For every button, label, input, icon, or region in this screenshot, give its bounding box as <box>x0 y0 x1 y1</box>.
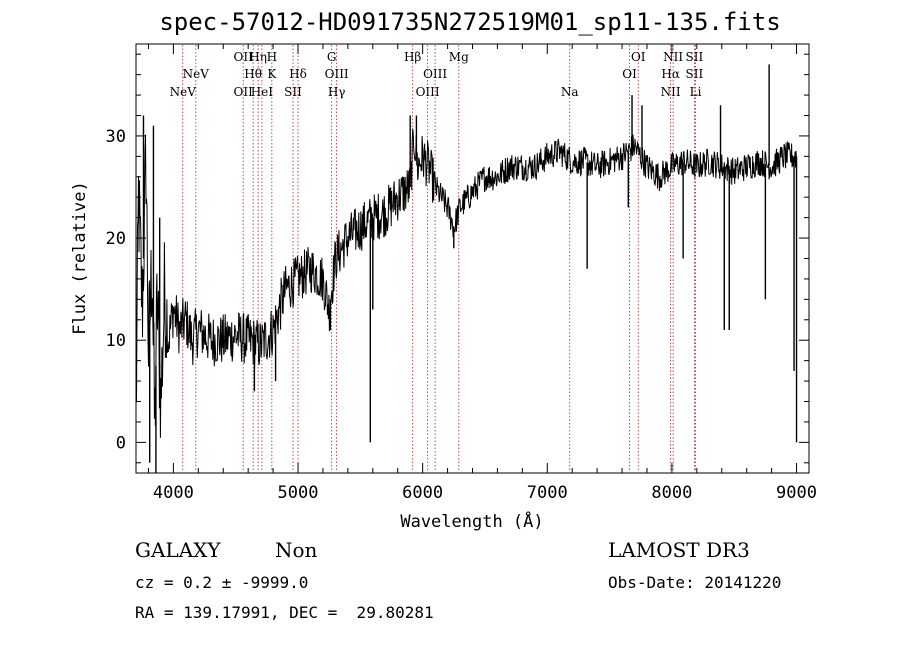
line-label: Hη <box>249 50 267 64</box>
line-label: OII <box>234 50 254 64</box>
x-tick-label: 9000 <box>776 483 817 503</box>
line-label: K <box>267 67 277 81</box>
y-tick-label: 30 <box>106 127 126 147</box>
line-label: Hγ <box>328 85 346 99</box>
x-axis-label: Wavelength (Å) <box>400 510 543 532</box>
emission-line-labels: NeVNeVOIIOIIHθHηHeIKHSIIHδGOIIIHγHβOIIIO… <box>170 50 704 99</box>
line-label: H <box>267 50 277 64</box>
x-tick-label: 4000 <box>153 483 194 503</box>
x-tick-label: 7000 <box>527 483 568 503</box>
line-label: NII <box>663 50 683 64</box>
line-label: Hα <box>661 67 680 81</box>
y-axis-label: Flux (relative) <box>70 181 90 335</box>
line-label: OII <box>234 85 254 99</box>
line-label: OIII <box>325 67 349 81</box>
line-label: Na <box>561 85 579 99</box>
line-label: OI <box>622 67 637 81</box>
observation-date: Obs-Date: 20141220 <box>608 573 782 592</box>
line-label: Hδ <box>289 67 307 81</box>
spectrum-spikes <box>142 64 798 473</box>
line-label: SII <box>284 85 302 99</box>
redshift-readout: cz = 0.2 ± -9999.0 <box>135 573 309 592</box>
line-label: Li <box>690 85 702 99</box>
x-tick-label: 6000 <box>402 483 443 503</box>
coordinates-readout: RA = 139.17991, DEC = 29.80281 <box>135 603 434 622</box>
object-subclass: Non <box>275 538 318 562</box>
line-label: Hθ <box>244 67 262 81</box>
y-tick-label: 20 <box>106 229 126 249</box>
emission-line-markers <box>182 45 696 472</box>
x-axis: 4000 5000 6000 7000 8000 9000 <box>147 44 817 503</box>
line-label: HeI <box>251 85 274 99</box>
line-label: Mg <box>449 50 469 64</box>
line-label: NeV <box>183 67 210 81</box>
chart-title: spec-57012-HD091735N272519M01_sp11-135.f… <box>159 8 780 36</box>
line-label: Hβ <box>404 50 421 64</box>
y-tick-label: 0 <box>116 433 126 453</box>
object-class: GALAXY <box>135 538 221 562</box>
y-axis: 0 10 20 30 <box>106 53 809 464</box>
plot-frame <box>135 43 810 474</box>
x-tick-label: 5000 <box>278 483 319 503</box>
line-label: OIII <box>416 85 440 99</box>
line-label: OI <box>631 50 646 64</box>
line-label: NeV <box>170 85 197 99</box>
line-label: OIII <box>423 67 447 81</box>
survey-name: LAMOST DR3 <box>608 538 750 562</box>
line-label: G <box>327 50 337 64</box>
line-label: NII <box>661 85 681 99</box>
x-tick-label: 8000 <box>651 483 692 503</box>
line-label: SII <box>685 50 703 64</box>
line-label: SII <box>685 67 703 81</box>
y-tick-label: 10 <box>106 331 126 351</box>
spectrum-trace <box>135 128 797 438</box>
